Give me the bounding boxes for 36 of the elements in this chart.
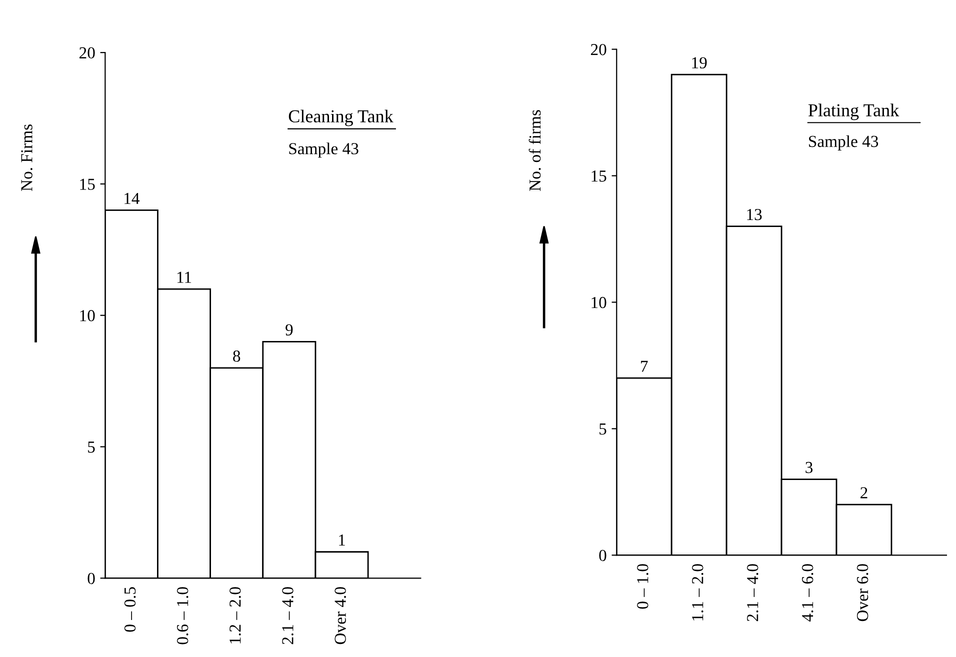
- y-tick-label: 20: [590, 44, 606, 56]
- x-tick-label: Over 6.0: [856, 564, 868, 622]
- data-label: 19: [692, 57, 707, 68]
- x-tick-label: 4.1 – 6.0: [802, 564, 814, 622]
- data-label: 1: [339, 534, 345, 546]
- data-label: 3: [806, 462, 813, 474]
- text: Sample 43: [809, 135, 878, 150]
- y-tick-label: 10: [592, 296, 606, 308]
- text: Plating Tank: [808, 104, 900, 120]
- data-label: 13: [747, 208, 762, 220]
- y-tick-label: 15: [80, 178, 95, 190]
- data-label: 2: [860, 487, 868, 498]
- y-tick-label: 10: [80, 310, 95, 322]
- data-label: 9: [286, 324, 293, 336]
- x-tick-label: 0.6 – 1.0: [176, 587, 188, 644]
- text: Cleaning Tank: [288, 110, 394, 126]
- x-tick-label: 1.2 – 2.0: [230, 587, 241, 644]
- y-tick-label: 0: [88, 572, 95, 584]
- data-label: 7: [641, 360, 648, 372]
- x-tick-label: 2.1 – 4.0: [282, 587, 294, 644]
- text: Sample 43: [289, 142, 358, 158]
- y-tick-label: 5: [88, 442, 95, 453]
- y-tick-label: 5: [600, 424, 606, 435]
- x-tick-label: 1.1 – 2.0: [692, 564, 704, 620]
- y-tick-label: 15: [592, 170, 606, 182]
- data-label: 14: [124, 192, 140, 204]
- x-tick-label: 0 – 1.0: [637, 564, 648, 609]
- x-tick-label: 2.1 – 4.0: [746, 564, 758, 622]
- y-tick-label: 0: [599, 550, 606, 562]
- data-label: 11: [177, 272, 192, 283]
- x-tick-label: Over 4.0: [334, 587, 346, 644]
- x-tick-label: 0 – 0.5: [124, 587, 136, 632]
- data-label: 8: [233, 350, 240, 362]
- y-tick-label: 20: [80, 47, 95, 59]
- y-axis-title: No. Firms: [21, 124, 32, 191]
- y-axis-title: No. of firms: [528, 110, 541, 191]
